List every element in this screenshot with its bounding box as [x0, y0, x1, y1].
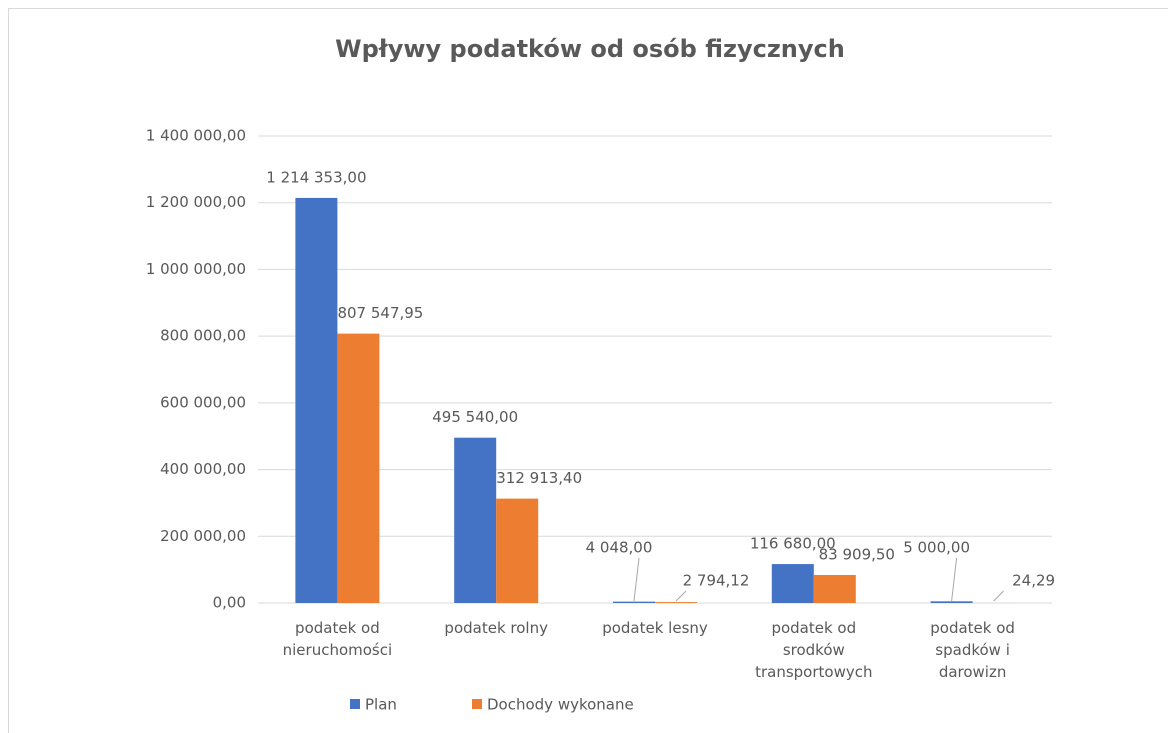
- legend-swatch: [472, 699, 482, 709]
- legend-swatch: [350, 699, 360, 709]
- bar: [655, 602, 697, 603]
- y-tick-label: 400 000,00: [160, 460, 246, 478]
- data-label: 807 547,95: [337, 304, 423, 322]
- data-label: 83 909,50: [819, 546, 895, 564]
- y-tick-label: 600 000,00: [160, 393, 246, 411]
- leader-line: [675, 590, 687, 602]
- leader-line: [993, 590, 1004, 602]
- bar: [771, 564, 814, 603]
- y-tick-label: 1 400 000,00: [146, 127, 246, 145]
- bar: [337, 333, 380, 603]
- leader-line: [951, 557, 958, 602]
- bar: [295, 197, 338, 604]
- x-tick-label: podatek od spadków i darowizn: [930, 619, 1015, 681]
- data-label: 312 913,40: [496, 469, 582, 487]
- data-label: 24,29: [1012, 572, 1055, 590]
- bar: [930, 601, 973, 603]
- bar: [813, 575, 856, 603]
- x-tick-label: podatek od srodków transportowych: [755, 619, 872, 681]
- chart-title: Wpływy podatków od osób fizycznych: [335, 35, 845, 63]
- x-tick-label: podatek rolny: [444, 619, 548, 637]
- y-tick-label: 200 000,00: [160, 527, 246, 545]
- y-tick-label: 1 200 000,00: [146, 193, 246, 211]
- bar: [454, 437, 497, 603]
- data-label: 1 214 353,00: [266, 168, 366, 186]
- bar: [496, 498, 539, 603]
- y-tick-label: 1 000 000,00: [146, 260, 246, 278]
- data-label: 5 000,00: [903, 539, 970, 557]
- bar: [613, 601, 655, 603]
- chart-border: [8, 8, 1168, 733]
- y-tick-label: 0,00: [213, 594, 246, 612]
- x-tick-label: podatek lesny: [602, 619, 708, 637]
- data-label: 116 680,00: [750, 535, 836, 553]
- data-label: 4 048,00: [586, 539, 653, 557]
- legend-label: Plan: [365, 696, 397, 714]
- data-label: 495 540,00: [432, 408, 518, 426]
- y-tick-label: 800 000,00: [160, 327, 246, 345]
- legend-label: Dochody wykonane: [487, 696, 634, 714]
- data-label: 2 794,12: [683, 572, 750, 590]
- x-tick-label: podatek od nieruchomości: [283, 619, 393, 659]
- leader-line: [633, 557, 640, 602]
